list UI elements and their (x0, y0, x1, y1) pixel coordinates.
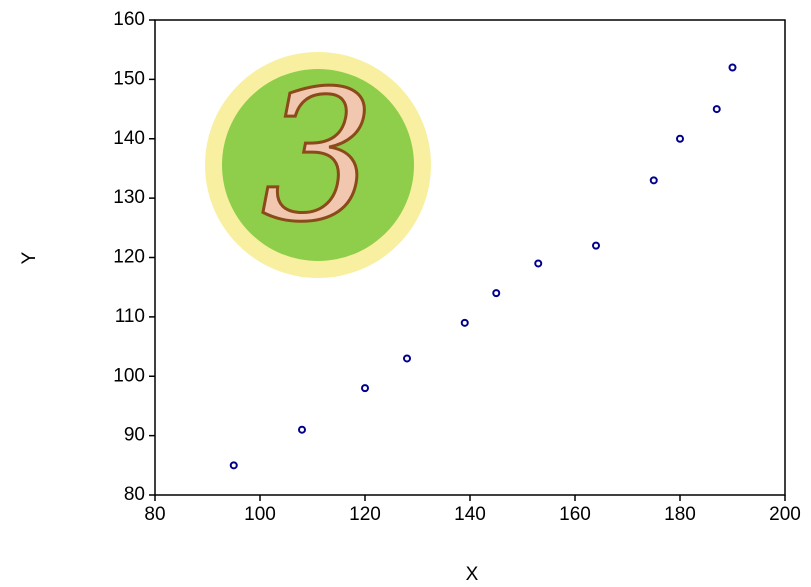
x-tick-label: 180 (664, 504, 696, 525)
y-tick-label: 100 (113, 365, 145, 386)
x-tick-label: 200 (769, 504, 801, 525)
y-tick-label: 150 (113, 68, 145, 89)
point (730, 65, 736, 71)
point (404, 355, 410, 361)
x-tick-label: 120 (349, 504, 381, 525)
point (493, 290, 499, 296)
point (231, 462, 237, 468)
x-tick-label: 100 (244, 504, 276, 525)
x-tick-label: 160 (559, 504, 591, 525)
y-tick-label: 90 (124, 425, 145, 446)
y-tick-label: 130 (113, 187, 145, 208)
y-tick-label: 160 (113, 9, 145, 30)
y-tick-label: 120 (113, 247, 145, 268)
x-tick-label: 140 (454, 504, 486, 525)
point (535, 260, 541, 266)
chart: 3 X Y 80 100 120 140 160 180 200 80 90 100 110 120 1… (0, 0, 811, 587)
point (714, 106, 720, 112)
x-axis-label: X (466, 564, 479, 585)
point (362, 385, 368, 391)
point (677, 136, 683, 142)
page: 3 X Y 80 100 120 140 160 180 200 80 90 100 110 120 1… (0, 0, 811, 587)
point (593, 243, 599, 249)
y-axis-label: Y (19, 251, 40, 264)
y-tick-label: 80 (124, 484, 145, 505)
y-tick-label: 140 (113, 128, 145, 149)
point (462, 320, 468, 326)
point (651, 177, 657, 183)
point (299, 427, 305, 433)
badge-number: 3 (261, 53, 376, 262)
y-tick-label: 110 (115, 306, 145, 327)
x-tick-label: 80 (144, 504, 165, 525)
